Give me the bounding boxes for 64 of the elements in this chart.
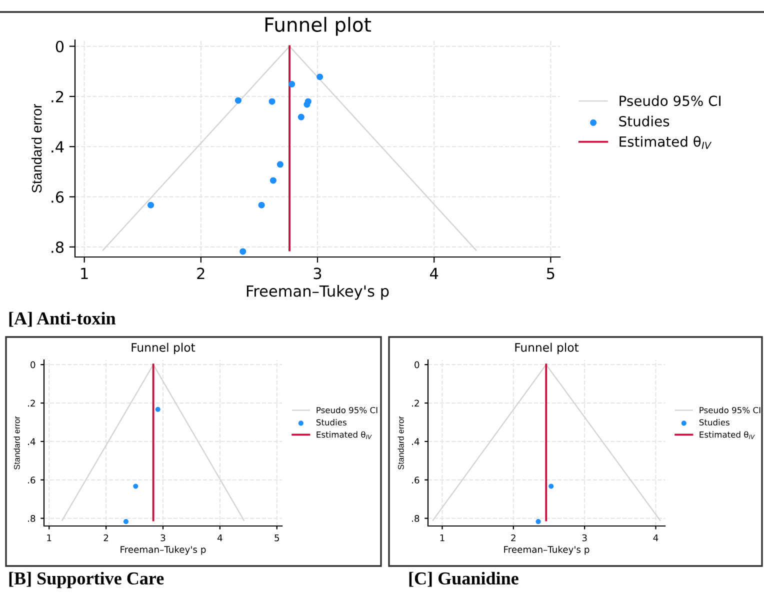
y-tick-label: .8 xyxy=(52,241,64,253)
x-tick-label: 3 xyxy=(314,268,322,280)
text: [A] Anti-toxin xyxy=(9,312,116,327)
x-tick-label: 3 xyxy=(582,534,587,542)
x-tick-label: 4 xyxy=(430,268,438,280)
y-tick-label: .2 xyxy=(28,400,35,407)
y-tick-label: .6 xyxy=(412,476,420,484)
legend-label: Studies xyxy=(619,116,670,126)
y-tick-label: .8 xyxy=(28,514,36,522)
point xyxy=(155,406,160,412)
y-tick-label: .2 xyxy=(412,400,419,407)
legend-label: Estimated θ$_{IV}$ xyxy=(700,431,755,439)
point xyxy=(276,161,284,168)
x-axis-title: Freeman–Tukey's p xyxy=(246,284,389,300)
y-axis-title: Standard error xyxy=(32,104,42,193)
y-tick-label: .4 xyxy=(52,141,64,152)
chart-title: Funnel plot xyxy=(515,342,579,354)
point xyxy=(268,98,276,105)
x-tick-label: 2 xyxy=(104,534,108,542)
y-tick-label: .6 xyxy=(28,476,36,484)
y-tick-label: .4 xyxy=(412,438,420,445)
point xyxy=(270,177,276,184)
y-tick-label: 0 xyxy=(56,40,64,52)
chart-title: Funnel plot xyxy=(265,16,371,36)
y-tick-label: 0 xyxy=(30,361,36,368)
text: [C] Guanidine xyxy=(409,572,518,587)
point xyxy=(123,519,129,524)
point xyxy=(316,74,324,80)
x-tick-label: 2 xyxy=(511,534,516,542)
x-tick-label: 5 xyxy=(546,268,554,280)
point xyxy=(234,97,242,104)
y-tick-label: .2 xyxy=(52,90,64,102)
legend-label: Estimated θ$_{IV}$ xyxy=(316,431,372,439)
legend-label: Pseudo 95% CI xyxy=(620,95,720,106)
y-tick-label: .8 xyxy=(412,514,420,522)
x-tick-label: 2 xyxy=(197,268,204,280)
x-axis-title: Freeman–Tukey's p xyxy=(120,546,206,555)
x-tick-label: 4 xyxy=(653,534,658,542)
x-axis-title: Freeman–Tukey's p xyxy=(504,546,590,555)
point xyxy=(258,202,265,208)
chart-title: Funnel plot xyxy=(132,342,196,354)
x-tick-label: 5 xyxy=(274,534,279,542)
x-tick-label: 4 xyxy=(217,534,222,542)
legend-label: Pseudo 95% CI xyxy=(700,406,760,414)
legend-label: Pseudo 95% CI xyxy=(316,406,378,414)
point xyxy=(304,101,310,108)
x-tick-label: 1 xyxy=(81,268,88,280)
y-axis-title: Standard error xyxy=(398,416,404,470)
x-tick-label: 1 xyxy=(440,534,444,542)
y-tick-label: .6 xyxy=(52,191,64,203)
y-tick-label: 0 xyxy=(414,361,420,368)
x-tick-label: 1 xyxy=(47,534,52,542)
text: [B] Supportive Care xyxy=(9,572,164,588)
y-tick-label: .4 xyxy=(28,438,36,445)
y-axis-title: Standard error xyxy=(14,416,20,470)
point xyxy=(148,202,154,208)
point xyxy=(298,114,304,120)
legend-label: Studies xyxy=(699,419,730,426)
x-tick-label: 3 xyxy=(160,534,166,542)
legend-label: Studies xyxy=(316,419,346,426)
point xyxy=(288,80,296,88)
point xyxy=(133,484,138,489)
point xyxy=(240,248,246,255)
legend-label: Estimated θ$_{IV}$ xyxy=(620,136,712,149)
